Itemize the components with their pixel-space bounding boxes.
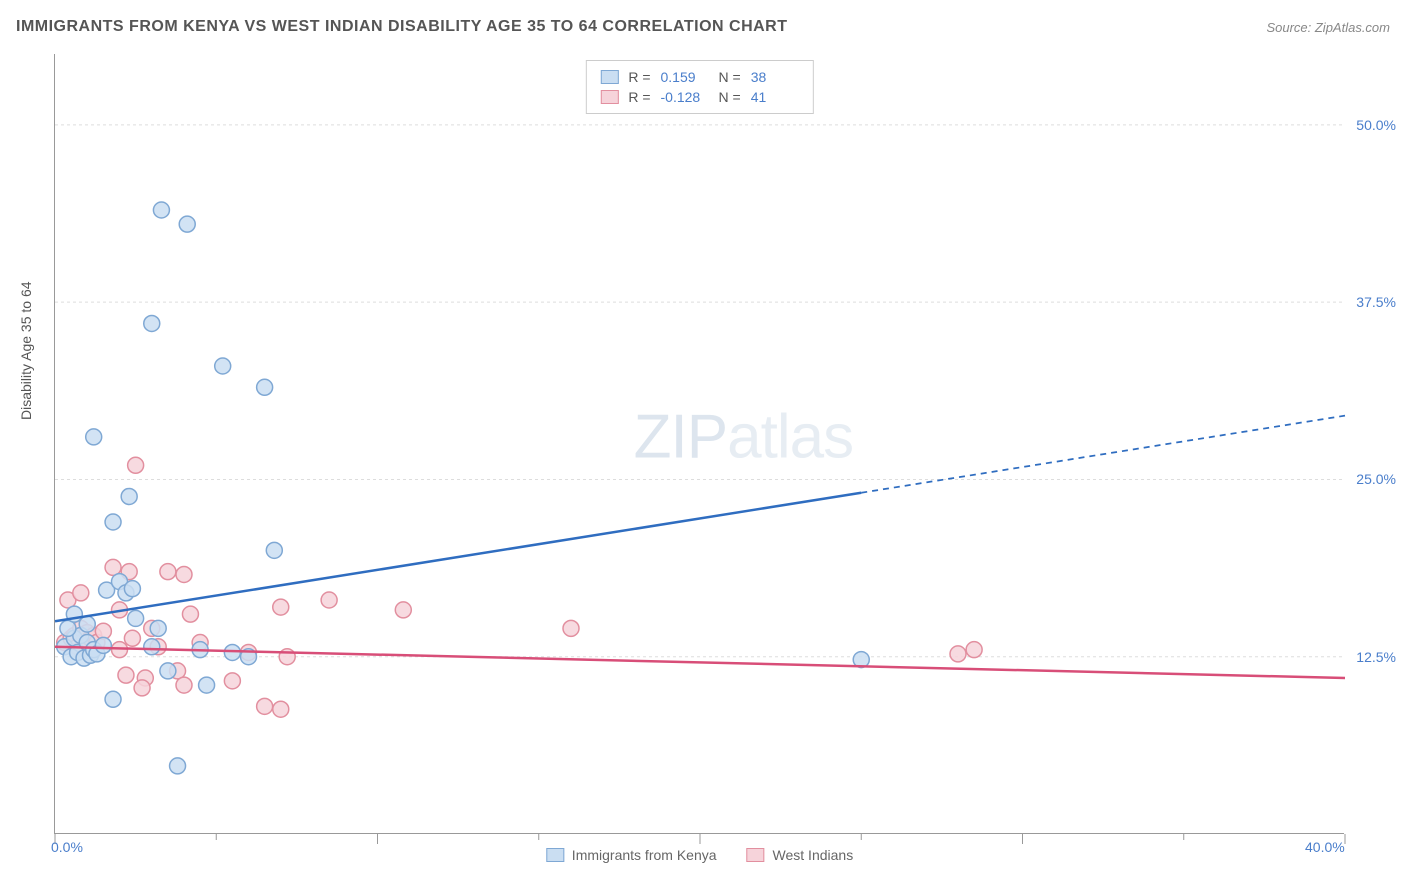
stats-row-kenya: R = 0.159 N = 38 — [600, 67, 798, 87]
legend-swatch-kenya — [546, 848, 564, 862]
r-value-west: -0.128 — [661, 89, 709, 105]
legend-label-west: West Indians — [773, 847, 854, 863]
legend-item-west: West Indians — [747, 847, 854, 863]
stats-legend: R = 0.159 N = 38 R = -0.128 N = 41 — [585, 60, 813, 114]
y-tick-label: 50.0% — [1356, 117, 1396, 133]
legend-label-kenya: Immigrants from Kenya — [572, 847, 717, 863]
source-label: Source: — [1266, 20, 1314, 35]
y-tick-label: 25.0% — [1356, 471, 1396, 487]
n-label: N = — [719, 69, 741, 85]
n-value-west: 41 — [751, 89, 799, 105]
legend-swatch-west — [747, 848, 765, 862]
swatch-west — [600, 90, 618, 104]
y-tick-label: 12.5% — [1356, 649, 1396, 665]
legend-item-kenya: Immigrants from Kenya — [546, 847, 717, 863]
n-value-kenya: 38 — [751, 69, 799, 85]
x-tick-label: 0.0% — [51, 839, 83, 855]
x-tick-label: 40.0% — [1305, 839, 1345, 855]
r-label: R = — [628, 69, 650, 85]
y-axis-label: Disability Age 35 to 64 — [18, 281, 34, 420]
bottom-legend: Immigrants from Kenya West Indians — [546, 847, 853, 863]
chart-title: IMMIGRANTS FROM KENYA VS WEST INDIAN DIS… — [16, 18, 788, 36]
r-label: R = — [628, 89, 650, 105]
source-name: ZipAtlas.com — [1315, 20, 1390, 35]
swatch-kenya — [600, 70, 618, 84]
n-label: N = — [719, 89, 741, 105]
chart-svg — [55, 54, 1345, 834]
source-attribution: Source: ZipAtlas.com — [1266, 20, 1390, 35]
stats-row-west: R = -0.128 N = 41 — [600, 87, 798, 107]
r-value-kenya: 0.159 — [661, 69, 709, 85]
y-tick-label: 37.5% — [1356, 294, 1396, 310]
plot-area: ZIPatlas R = 0.159 N = 38 R = -0.128 N =… — [54, 54, 1344, 834]
